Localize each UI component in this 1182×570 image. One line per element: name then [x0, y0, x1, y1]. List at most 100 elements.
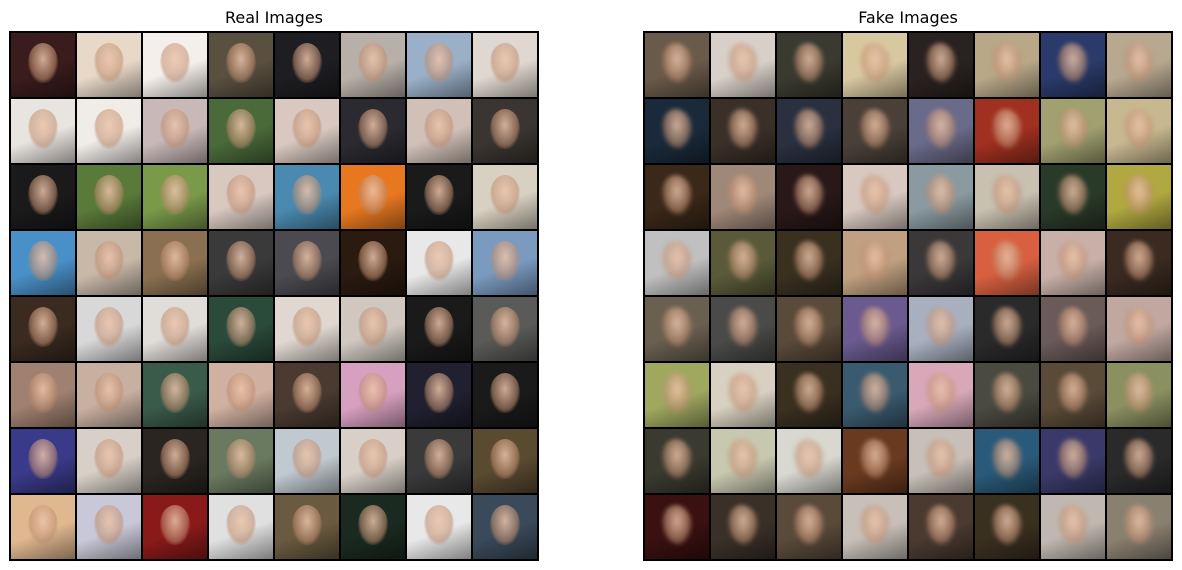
fake-image-tile — [645, 363, 709, 427]
real-image-tile — [473, 495, 537, 559]
fake-image-tile — [645, 429, 709, 493]
fake-image-tile — [711, 231, 775, 295]
real-image-tile — [341, 363, 405, 427]
real-image-tile — [407, 429, 471, 493]
real-image-tile — [341, 297, 405, 361]
real-image-tile — [11, 297, 75, 361]
real-image-tile — [275, 33, 339, 97]
real-image-tile — [143, 363, 207, 427]
fake-image-tile — [645, 99, 709, 163]
fake-image-tile — [711, 297, 775, 361]
real-images-grid — [9, 31, 539, 561]
fake-image-tile — [777, 99, 841, 163]
fake-image-tile — [1107, 231, 1171, 295]
fake-image-tile — [1107, 99, 1171, 163]
fake-image-tile — [909, 495, 973, 559]
real-image-tile — [407, 297, 471, 361]
fake-image-tile — [843, 297, 907, 361]
real-image-tile — [473, 429, 537, 493]
real-image-tile — [209, 495, 273, 559]
real-image-tile — [341, 231, 405, 295]
fake-image-tile — [975, 33, 1039, 97]
fake-image-tile — [711, 429, 775, 493]
fake-image-tile — [777, 363, 841, 427]
fake-image-tile — [711, 165, 775, 229]
fake-image-tile — [777, 165, 841, 229]
real-image-tile — [77, 33, 141, 97]
fake-image-tile — [1041, 363, 1105, 427]
fake-image-tile — [645, 165, 709, 229]
real-image-tile — [209, 297, 273, 361]
fake-image-tile — [909, 99, 973, 163]
fake-images-grid — [643, 31, 1173, 561]
fake-image-tile — [777, 297, 841, 361]
fake-image-tile — [975, 99, 1039, 163]
real-image-tile — [77, 297, 141, 361]
fake-image-tile — [909, 165, 973, 229]
real-image-tile — [275, 429, 339, 493]
fake-image-tile — [909, 33, 973, 97]
real-image-tile — [275, 165, 339, 229]
fake-image-tile — [1041, 495, 1105, 559]
fake-image-tile — [909, 297, 973, 361]
real-image-tile — [143, 33, 207, 97]
fake-image-tile — [711, 495, 775, 559]
fake-image-tile — [909, 363, 973, 427]
fake-image-tile — [843, 33, 907, 97]
real-image-tile — [11, 231, 75, 295]
real-image-tile — [407, 363, 471, 427]
fake-image-tile — [711, 363, 775, 427]
real-image-tile — [407, 231, 471, 295]
real-images-title: Real Images — [224, 8, 324, 27]
real-image-tile — [209, 165, 273, 229]
real-image-tile — [275, 231, 339, 295]
fake-image-tile — [777, 33, 841, 97]
real-image-tile — [341, 429, 405, 493]
real-image-tile — [77, 429, 141, 493]
real-image-tile — [77, 495, 141, 559]
real-image-tile — [407, 165, 471, 229]
fake-image-tile — [975, 363, 1039, 427]
real-image-tile — [143, 231, 207, 295]
real-image-tile — [407, 99, 471, 163]
real-image-tile — [11, 165, 75, 229]
real-image-tile — [77, 165, 141, 229]
real-image-tile — [11, 33, 75, 97]
fake-image-tile — [1107, 363, 1171, 427]
fake-image-tile — [909, 231, 973, 295]
real-image-tile — [341, 33, 405, 97]
fake-image-tile — [1107, 297, 1171, 361]
real-image-tile — [473, 165, 537, 229]
fake-image-tile — [1107, 165, 1171, 229]
real-image-tile — [275, 495, 339, 559]
fake-image-tile — [711, 99, 775, 163]
real-image-tile — [275, 99, 339, 163]
real-image-tile — [209, 429, 273, 493]
fake-image-tile — [645, 297, 709, 361]
real-image-tile — [143, 429, 207, 493]
real-image-tile — [77, 99, 141, 163]
fake-image-tile — [1041, 165, 1105, 229]
fake-image-tile — [711, 33, 775, 97]
fake-image-tile — [975, 297, 1039, 361]
real-image-tile — [143, 99, 207, 163]
fake-image-tile — [1041, 33, 1105, 97]
fake-image-tile — [1107, 33, 1171, 97]
real-image-tile — [143, 297, 207, 361]
fake-image-tile — [645, 33, 709, 97]
fake-image-tile — [843, 495, 907, 559]
fake-image-tile — [777, 429, 841, 493]
real-image-tile — [11, 99, 75, 163]
real-image-tile — [77, 363, 141, 427]
fake-image-tile — [645, 231, 709, 295]
real-image-tile — [209, 33, 273, 97]
fake-image-tile — [909, 429, 973, 493]
real-image-tile — [341, 495, 405, 559]
real-image-tile — [11, 363, 75, 427]
fake-image-tile — [1107, 429, 1171, 493]
fake-image-tile — [975, 165, 1039, 229]
real-image-tile — [473, 363, 537, 427]
real-image-tile — [77, 231, 141, 295]
real-image-tile — [209, 363, 273, 427]
real-image-tile — [143, 165, 207, 229]
